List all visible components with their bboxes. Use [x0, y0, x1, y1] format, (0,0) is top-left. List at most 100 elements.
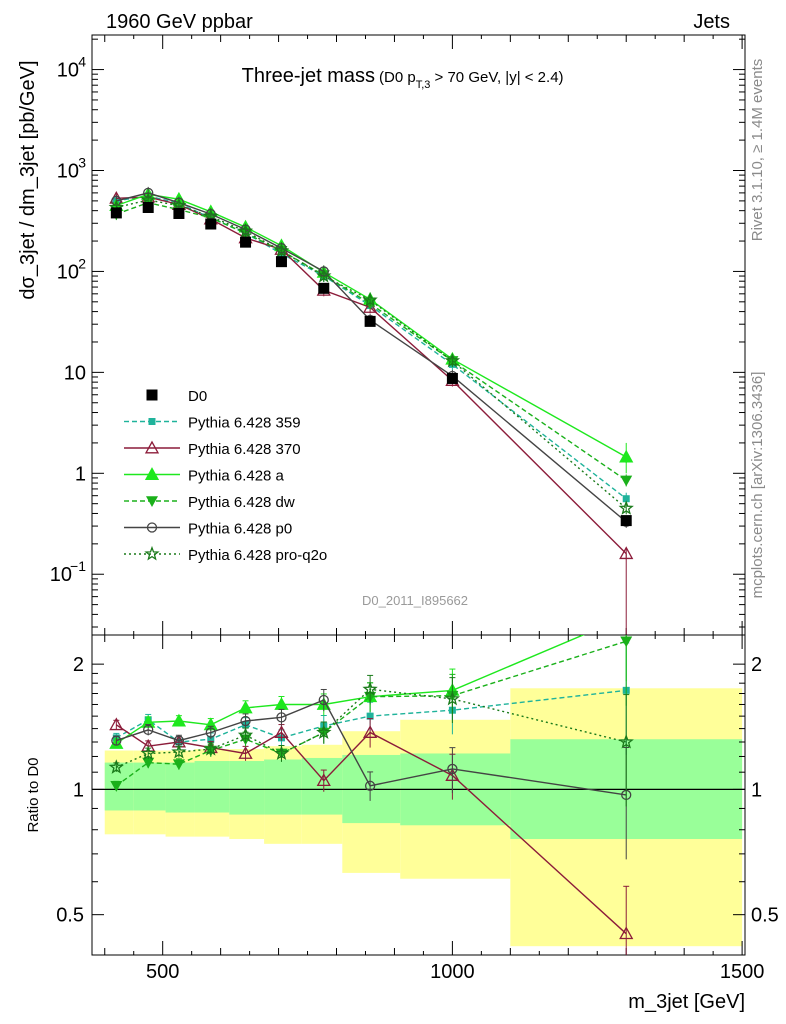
- uncertainty-band-stat: [194, 761, 230, 813]
- ratio-point: [238, 700, 253, 714]
- data-point: [622, 495, 630, 503]
- y-tick-exponent: −1: [70, 558, 86, 574]
- data-point: [363, 300, 378, 313]
- legend-label: D0: [188, 388, 207, 405]
- ratio-point: [316, 773, 331, 787]
- legend-marker: [144, 440, 160, 454]
- ratio-point: [366, 712, 374, 720]
- x-tick-label: 500: [146, 961, 179, 983]
- legend-label: Pythia 6.428 pro-q2o: [188, 547, 327, 564]
- ratio-point: [316, 724, 332, 740]
- subtitle-part-1: (D0 p: [379, 69, 416, 86]
- legend-entry: D0: [146, 388, 207, 405]
- data-point: [237, 223, 254, 238]
- ratio-line: [116, 699, 627, 796]
- legend-marker: [144, 545, 160, 561]
- subtitle-part-2: T,3: [416, 79, 431, 91]
- y-tick-label: 10: [50, 564, 72, 586]
- y-tick-label: 10: [57, 160, 79, 182]
- chart-subtitle: (D0 pT,3 > 70 GeV, |y| < 2.4): [379, 69, 564, 91]
- ratio-panel: 0.5 0.5 1 1 2 2 500 1000 1500: [56, 634, 779, 983]
- ratio-point: [110, 781, 123, 792]
- uncertainty-band-stat: [165, 762, 195, 813]
- ratio-y-tick-label-right: 1: [751, 779, 762, 801]
- ratio-point: [318, 694, 329, 706]
- legend-entry: Pythia 6.428 pro-q2o: [124, 545, 327, 564]
- ratio-point: [362, 681, 378, 696]
- ratio-series: [108, 635, 634, 955]
- y-tick-exponent: 3: [78, 154, 86, 170]
- subtitle-part-3: > 70 GeV, |y| < 2.4): [430, 69, 563, 86]
- ratio-point: [172, 759, 185, 771]
- ratio-point: [203, 741, 219, 756]
- data-point: [618, 500, 634, 515]
- legend-label: Pythia 6.428 370: [188, 441, 301, 458]
- reference-point: [364, 315, 376, 327]
- y-tick-exponent: 2: [78, 255, 86, 271]
- legend-label: Pythia 6.428 p0: [188, 521, 292, 538]
- ratio-point: [207, 735, 215, 743]
- legend-marker: [146, 389, 158, 401]
- reference-point: [142, 201, 154, 213]
- ratio-y-tick-label-right: 0.5: [751, 905, 779, 927]
- legend-label: Pythia 6.428 a: [188, 468, 285, 485]
- header-right: Jets: [693, 11, 730, 33]
- legend-marker: [146, 522, 158, 533]
- reference-point: [240, 236, 252, 248]
- ratio-point: [109, 717, 124, 731]
- series-line: [116, 195, 627, 500]
- ratio-line: [115, 689, 627, 743]
- data-point: [316, 267, 332, 283]
- series-line: [116, 192, 627, 523]
- x-tick-label: 1000: [430, 961, 475, 983]
- legend-entry: Pythia 6.428 dw: [124, 494, 295, 511]
- legend-marker: [146, 496, 158, 507]
- ratio-y-tick-label: 0.5: [56, 905, 84, 927]
- series-line: [116, 201, 627, 481]
- reference-point: [173, 207, 185, 219]
- ratio-line: [116, 688, 627, 768]
- uncertainty-band-stat: [264, 759, 302, 815]
- legend-entry: Pythia 6.428 359: [124, 415, 301, 432]
- ratio-line: [115, 724, 627, 935]
- ratio-line: [115, 640, 627, 787]
- reference-point: [275, 256, 287, 268]
- legend-marker: [148, 418, 156, 425]
- ratio-point: [111, 735, 122, 746]
- ratio-point: [364, 780, 376, 791]
- side-label-mcplots: mcplots.cern.ch [arXiv:1306.3436]: [749, 372, 766, 599]
- ratio-point: [205, 727, 216, 738]
- reference-point: [110, 207, 122, 219]
- x-tick-label: 1500: [720, 961, 765, 983]
- legend: D0 Pythia 6.428 359 Pythia 6.428 370 Pythia…: [124, 388, 327, 564]
- ratio-point: [274, 725, 289, 738]
- ratio-point: [142, 757, 155, 769]
- ratio-series-4: [111, 688, 632, 860]
- legend-label: Pythia 6.428 dw: [188, 494, 295, 511]
- legend-marker: [144, 467, 160, 480]
- ratio-point: [140, 745, 156, 760]
- ratio-y-tick-label-right: 2: [751, 654, 762, 676]
- legend-label: Pythia 6.428 359: [188, 415, 301, 432]
- x-axis-label: m_3jet [GeV]: [628, 991, 745, 1013]
- ratio-point: [143, 724, 154, 736]
- series-5: [108, 191, 634, 515]
- reference-point: [318, 282, 330, 294]
- reference-point: [620, 515, 632, 527]
- reference-point: [446, 372, 458, 384]
- ratio-point: [447, 763, 458, 775]
- ratio-y-tick-label: 2: [73, 654, 84, 676]
- ratio-point: [171, 743, 187, 759]
- y-tick-label: 10: [64, 362, 86, 384]
- ratio-series-5: [108, 674, 634, 807]
- legend-entry: Pythia 6.428 a: [124, 467, 285, 485]
- series-reference: [110, 201, 632, 527]
- uncertainty-band-stat: [133, 762, 166, 811]
- y-tick-label: 10: [57, 261, 79, 283]
- series-line: [116, 193, 627, 458]
- ratio-plot-frame: [91, 634, 746, 956]
- y-tick-exponent: 4: [78, 54, 86, 70]
- ratio-point: [618, 733, 634, 749]
